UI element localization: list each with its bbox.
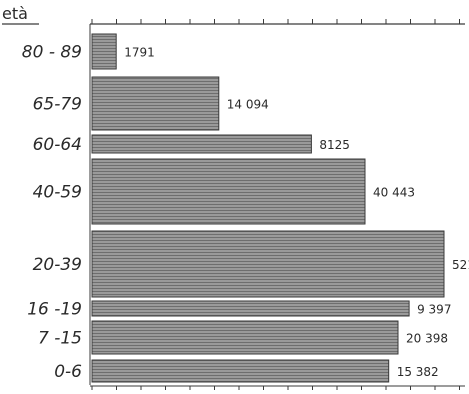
bar <box>91 359 390 383</box>
top-axis <box>89 19 465 385</box>
value-label: 20 398 <box>406 332 448 346</box>
y-axis-title: età <box>2 4 28 23</box>
category-label: 80 - 89 <box>22 43 82 63</box>
bar <box>91 300 410 317</box>
category-label: 65-79 <box>33 95 82 115</box>
category-label: 16 -19 <box>27 300 82 320</box>
category-label: 7 -15 <box>38 329 82 349</box>
value-label: 40 443 <box>373 186 415 200</box>
bottom-axis <box>90 385 465 390</box>
category-label: 20-39 <box>33 255 82 275</box>
value-label: 9 397 <box>417 303 451 317</box>
bar <box>91 158 366 225</box>
category-label: 0-6 <box>54 362 82 382</box>
category-label: 60-64 <box>33 135 82 155</box>
bar <box>91 320 399 355</box>
value-label: 1791 <box>124 46 155 60</box>
bar <box>91 33 117 70</box>
value-label: 15 382 <box>397 365 439 379</box>
category-labels: 80 - 89 65-79 60-64 40-59 20-39 16 -19 7 -15 0-… <box>22 43 82 383</box>
bar <box>91 134 312 154</box>
value-label: 14 094 <box>227 98 269 112</box>
bar <box>91 76 220 131</box>
value-label: 52147 <box>452 258 469 272</box>
bar <box>91 230 445 298</box>
category-label: 40-59 <box>33 183 82 203</box>
value-labels: 1791 14 094 8125 40 443 52147 9 397 20 398 15 3… <box>124 46 469 380</box>
value-label: 8125 <box>319 138 350 152</box>
bars <box>91 33 445 383</box>
